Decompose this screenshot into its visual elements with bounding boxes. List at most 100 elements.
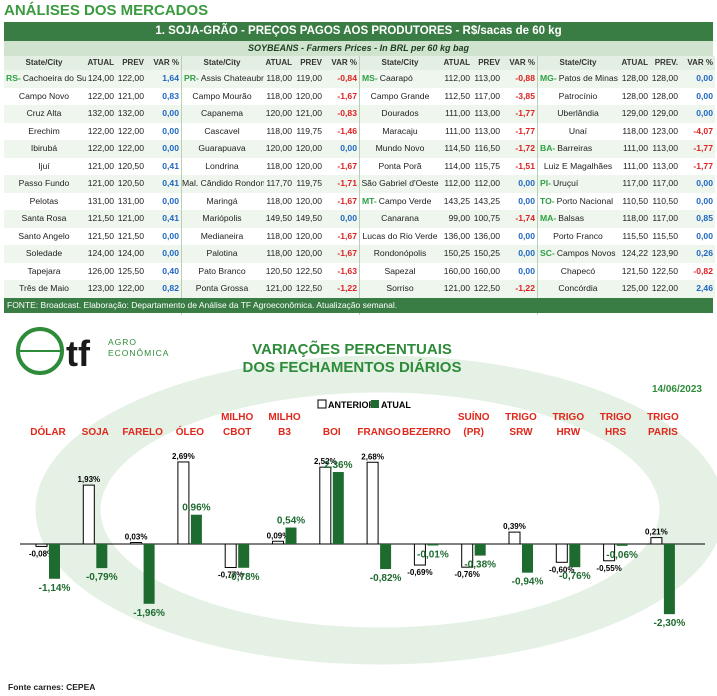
city-cell: Campo Mourão [182,88,264,106]
prev-cell: 120,50 [117,178,144,188]
city-name: Balsas [558,213,585,223]
var-cell: 1,64 [162,73,179,83]
var-cell: 0,00 [340,143,357,153]
atual-cell: 121,50 [87,230,114,241]
city-name: Santa Rosa [21,213,67,223]
var-cell: -1,77 [693,160,713,171]
bar-label-atual: -0,78% [228,572,260,583]
prev-cell: 121,50 [117,230,144,241]
var-cell: 0,26 [696,248,713,258]
bar-atual [238,544,250,568]
atual-cell: 112,50 [444,90,470,101]
category-label: TRIGO [647,412,679,423]
city-name: Uruçuí [552,178,579,188]
city-name: Barreiras [557,143,593,153]
prev-cell: 112,00 [474,178,500,188]
prev-cell: 136,00 [473,230,500,241]
prev-cell: 119,75 [296,125,322,136]
category-label: PARIS [648,427,678,438]
atual-cell: 121,00 [87,160,114,171]
var-cell: 0,00 [696,73,713,83]
chart-title-2: DOS FECHAMENTOS DIÁRIOS [243,359,462,376]
prev-cell: 122,00 [117,73,144,83]
var-cell: 0,00 [518,195,535,206]
bar-label-atual: 0,96% [182,503,210,514]
city-cell: Guarapuava [182,140,264,158]
bar-atual [427,544,439,546]
bar-atual [663,544,675,615]
bar-label-anterior: 0,09% [267,531,290,540]
city-cell: MG- Patos de Minas [538,70,620,88]
state-code: MT- [362,195,377,206]
prev-cell: 113,00 [652,160,678,171]
bar-anterior [366,461,379,545]
var-cell: -1,77 [515,125,535,136]
atual-cell: 131,00 [87,195,114,206]
category-label: FRANGO [357,427,401,438]
header-cell: State/City [25,58,63,67]
var-cell: 0,00 [696,90,713,101]
atual-cell: 118,00 [622,125,648,136]
city-cell: Ibirubá [4,140,86,158]
page-title: ANÁLISES DOS MERCADOS [4,2,209,19]
atual-cell: 121,00 [265,283,292,293]
prev-cell: 121,00 [117,213,144,223]
var-cell: -0,84 [337,73,357,83]
bar-label-atual: 0,54% [277,516,305,527]
bar-atual [616,544,628,546]
prev-cell: 120,00 [295,195,322,206]
city-cell: Patrocínio [538,88,620,106]
city-name: Ibirubá [30,143,58,153]
table-column-4: State/City ATUAL PREV. VAR % MG- Patos de Min… [538,56,715,315]
city-name: Cascavel [204,125,240,136]
atual-cell: 136,00 [443,230,470,241]
header-cell: ATUAL [265,58,292,67]
atual-cell: 120,00 [265,143,292,153]
table-row: São Gabriel d'Oeste 112,00 112,00 0,00 [360,175,537,193]
prev-cell: 120,50 [117,160,144,171]
atual-cell: 111,00 [444,125,470,136]
state-code: MS- [362,73,378,83]
prev-cell: 123,00 [651,125,678,136]
atual-cell: 118,00 [622,213,648,223]
background-wave [91,383,669,637]
prev-cell: 128,00 [651,90,678,101]
table-row: TO- Porto Nacional 110,50 110,50 0,00 [538,192,715,210]
city-name: Pato Branco [198,265,246,276]
var-cell: 0,00 [518,230,535,241]
category-label: SUÍNO [458,410,490,423]
table-row: Luiz E Magalhães 111,00 113,00 -1,77 [538,157,715,175]
var-cell: -1,67 [337,160,357,171]
table-row: Guarapuava 120,00 120,00 0,00 [182,140,359,158]
state-code: MG- [540,73,557,83]
prev-cell: 120,00 [295,143,322,153]
state-code: PI- [540,178,551,188]
atual-cell: 111,00 [622,143,648,153]
header-cell: PREV [478,58,500,67]
bar-label-anterior: -0,76% [455,570,480,579]
atual-cell: 110,50 [622,195,648,206]
atual-cell: 143,25 [443,195,470,206]
category-label: TRIGO [600,412,632,423]
var-cell: -1,77 [693,143,713,153]
atual-cell: 126,00 [87,265,114,276]
bar-anterior [413,543,426,566]
city-cell: Londrina [182,158,264,176]
table-row: Ijuí 121,00 120,50 0,41 [4,157,181,176]
city-name: Campo Novo [18,90,70,101]
city-cell: RS- Cachoeira do Su [4,70,86,88]
prev-cell: 113,00 [474,108,500,118]
city-cell: Ijuí [4,158,86,176]
var-cell: -4,07 [693,125,713,136]
city-cell: MT- Campo Verde [360,193,442,211]
header-cell: ATUAL [443,58,470,67]
bar-anterior [461,543,474,568]
chart-date: 14/06/2023 [652,384,702,395]
table-row: Concórdia 125,00 122,00 2,46 [538,280,715,298]
city-name: Mariópolis [202,213,242,223]
legend-swatch-atual [371,400,379,408]
table-row: Rondonópolis 150,25 150,25 0,00 [360,245,537,263]
prev-cell: 132,00 [117,108,144,118]
city-name: Soledade [25,248,63,258]
